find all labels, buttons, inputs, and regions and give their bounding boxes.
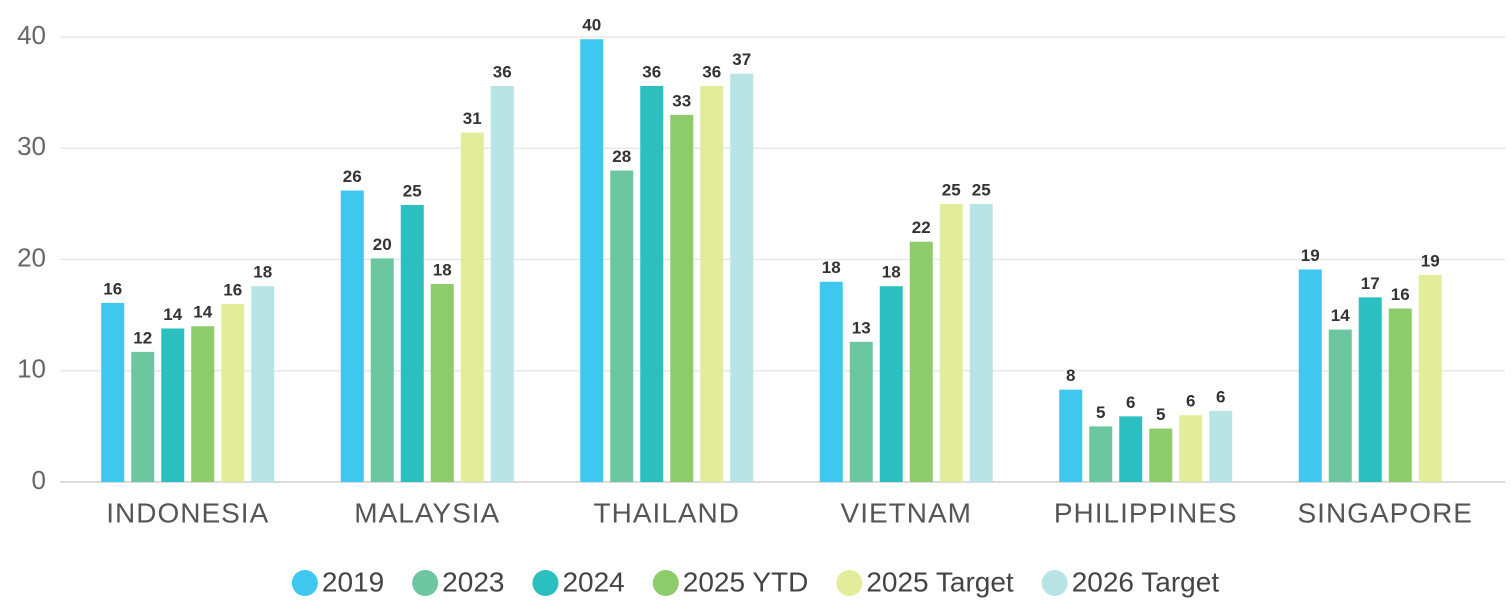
x-tick-label: VIETNAM <box>841 497 972 528</box>
data-label: 37 <box>732 50 751 69</box>
bar <box>430 283 454 482</box>
data-label: 14 <box>193 303 212 322</box>
bar <box>700 85 724 482</box>
bar <box>909 241 933 482</box>
bar <box>1209 410 1233 482</box>
bar <box>640 85 664 482</box>
data-label: 19 <box>1301 246 1320 265</box>
legend-marker <box>836 570 863 596</box>
bar <box>879 286 903 482</box>
x-tick-label: PHILIPPINES <box>1054 497 1238 528</box>
data-label: 33 <box>672 91 691 110</box>
data-label: 17 <box>1361 274 1380 293</box>
data-label: 12 <box>133 328 152 347</box>
bar <box>370 258 394 482</box>
bar <box>1388 308 1412 482</box>
data-label: 18 <box>882 263 901 282</box>
legend-marker <box>652 570 679 596</box>
data-label: 8 <box>1066 366 1075 385</box>
data-label: 36 <box>642 62 661 81</box>
x-tick-label: SINGAPORE <box>1298 497 1473 528</box>
legend-marker <box>291 570 318 596</box>
data-label: 25 <box>972 180 991 199</box>
data-label: 6 <box>1216 387 1225 406</box>
data-label: 26 <box>343 167 362 186</box>
data-label: 18 <box>253 263 272 282</box>
data-label: 6 <box>1186 392 1195 411</box>
legend-marker <box>1041 570 1068 596</box>
y-tick-label: 20 <box>17 242 46 272</box>
bar <box>131 351 155 482</box>
bar <box>1418 275 1442 482</box>
bar <box>1358 297 1382 482</box>
data-label: 18 <box>822 258 841 277</box>
bar <box>730 73 754 483</box>
data-label: 40 <box>582 16 601 35</box>
legend-marker <box>532 570 559 596</box>
data-label: 16 <box>223 280 242 299</box>
y-tick-label: 10 <box>17 354 46 384</box>
data-label: 36 <box>493 62 512 81</box>
data-label: 14 <box>163 305 182 324</box>
bar <box>340 190 364 482</box>
bar <box>1059 389 1083 482</box>
x-tick-label: THAILAND <box>594 497 740 528</box>
data-label: 19 <box>1421 252 1440 271</box>
data-label: 13 <box>852 318 871 337</box>
data-label: 18 <box>433 260 452 279</box>
bar <box>400 204 424 483</box>
legend-label: 2023 <box>442 566 504 597</box>
bar <box>610 170 634 482</box>
bar <box>969 203 993 482</box>
bar <box>251 286 275 482</box>
data-label: 16 <box>1391 285 1410 304</box>
bar <box>1149 428 1173 482</box>
bar <box>849 341 873 482</box>
bar <box>161 328 185 482</box>
legend-label: 2024 <box>562 566 624 597</box>
bar <box>1179 415 1203 482</box>
bar <box>1328 329 1352 482</box>
bar <box>1089 426 1113 482</box>
x-tick-label: MALAYSIA <box>354 497 500 528</box>
y-tick-label: 30 <box>17 131 46 161</box>
data-label: 31 <box>463 109 482 128</box>
y-tick-label: 40 <box>17 20 46 50</box>
data-label: 28 <box>612 147 631 166</box>
bar <box>490 85 514 482</box>
data-label: 20 <box>373 235 392 254</box>
bar <box>1119 416 1143 482</box>
data-label: 36 <box>702 62 721 81</box>
y-tick-label: 0 <box>32 465 46 495</box>
bar <box>460 132 484 483</box>
bar <box>580 39 604 482</box>
data-label: 6 <box>1126 393 1135 412</box>
data-label: 5 <box>1156 405 1165 424</box>
bar <box>939 203 963 482</box>
data-label: 25 <box>403 181 422 200</box>
legend-label: 2026 Target <box>1072 566 1220 597</box>
bar <box>191 326 215 482</box>
data-label: 25 <box>942 180 961 199</box>
legend-label: 2025 Target <box>866 566 1014 597</box>
bar <box>670 114 694 482</box>
data-label: 16 <box>103 279 122 298</box>
legend-marker <box>412 570 439 596</box>
bar <box>221 304 245 482</box>
legend-label: 2025 YTD <box>683 566 809 597</box>
data-label: 14 <box>1331 306 1350 325</box>
x-tick-label: INDONESIA <box>106 497 269 528</box>
bar <box>101 302 125 482</box>
data-label: 5 <box>1096 403 1105 422</box>
bar <box>819 281 843 482</box>
data-label: 22 <box>912 218 931 237</box>
bar <box>1298 269 1322 482</box>
legend-label: 2019 <box>322 566 384 597</box>
